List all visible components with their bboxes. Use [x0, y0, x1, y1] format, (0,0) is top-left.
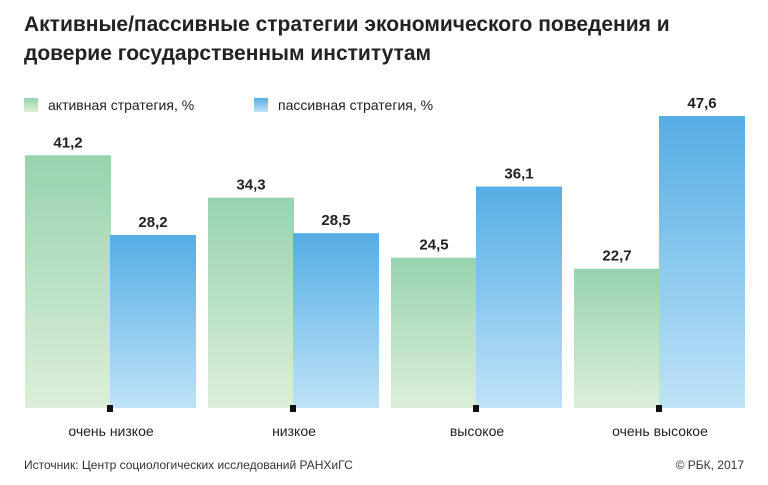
data-label-passive-2: 28,5	[321, 212, 350, 229]
bar-passive-2	[293, 233, 379, 408]
axis-tick-1	[107, 405, 113, 412]
chart-title: Активные/пассивные стратегии экономическ…	[24, 13, 670, 65]
bar-active-4	[574, 268, 660, 408]
category-label-3: высокое	[450, 423, 505, 439]
axis-tick-3	[473, 405, 479, 412]
source-note: Источник: Центр социологических исследов…	[24, 458, 353, 472]
category-label-2: низкое	[272, 423, 316, 439]
legend-label-active: активная стратегия, %	[48, 97, 195, 113]
data-label-passive-1: 28,2	[138, 214, 167, 231]
data-label-active-4: 22,7	[602, 248, 631, 265]
legend-swatch-active	[24, 98, 38, 112]
data-label-passive-4: 47,6	[687, 95, 716, 112]
data-label-active-3: 24,5	[419, 237, 448, 254]
data-label-active-1: 41,2	[53, 134, 82, 151]
copyright: © РБК, 2017	[675, 458, 744, 472]
data-label-active-2: 34,3	[236, 177, 265, 194]
category-label-1: очень низкое	[68, 423, 154, 439]
bar-active-2	[208, 197, 294, 408]
bar-active-1	[25, 155, 111, 408]
bar-passive-4	[659, 116, 745, 408]
bar-passive-1	[110, 235, 196, 408]
data-label-passive-3: 36,1	[504, 166, 533, 183]
bar-passive-3	[476, 186, 562, 408]
bar-active-3	[391, 257, 477, 408]
legend-swatch-passive	[254, 98, 268, 112]
axis-tick-4	[656, 405, 662, 412]
axis-tick-2	[290, 405, 296, 412]
category-label-4: очень высокое	[612, 423, 708, 439]
legend-label-passive: пассивная стратегия, %	[278, 97, 434, 113]
